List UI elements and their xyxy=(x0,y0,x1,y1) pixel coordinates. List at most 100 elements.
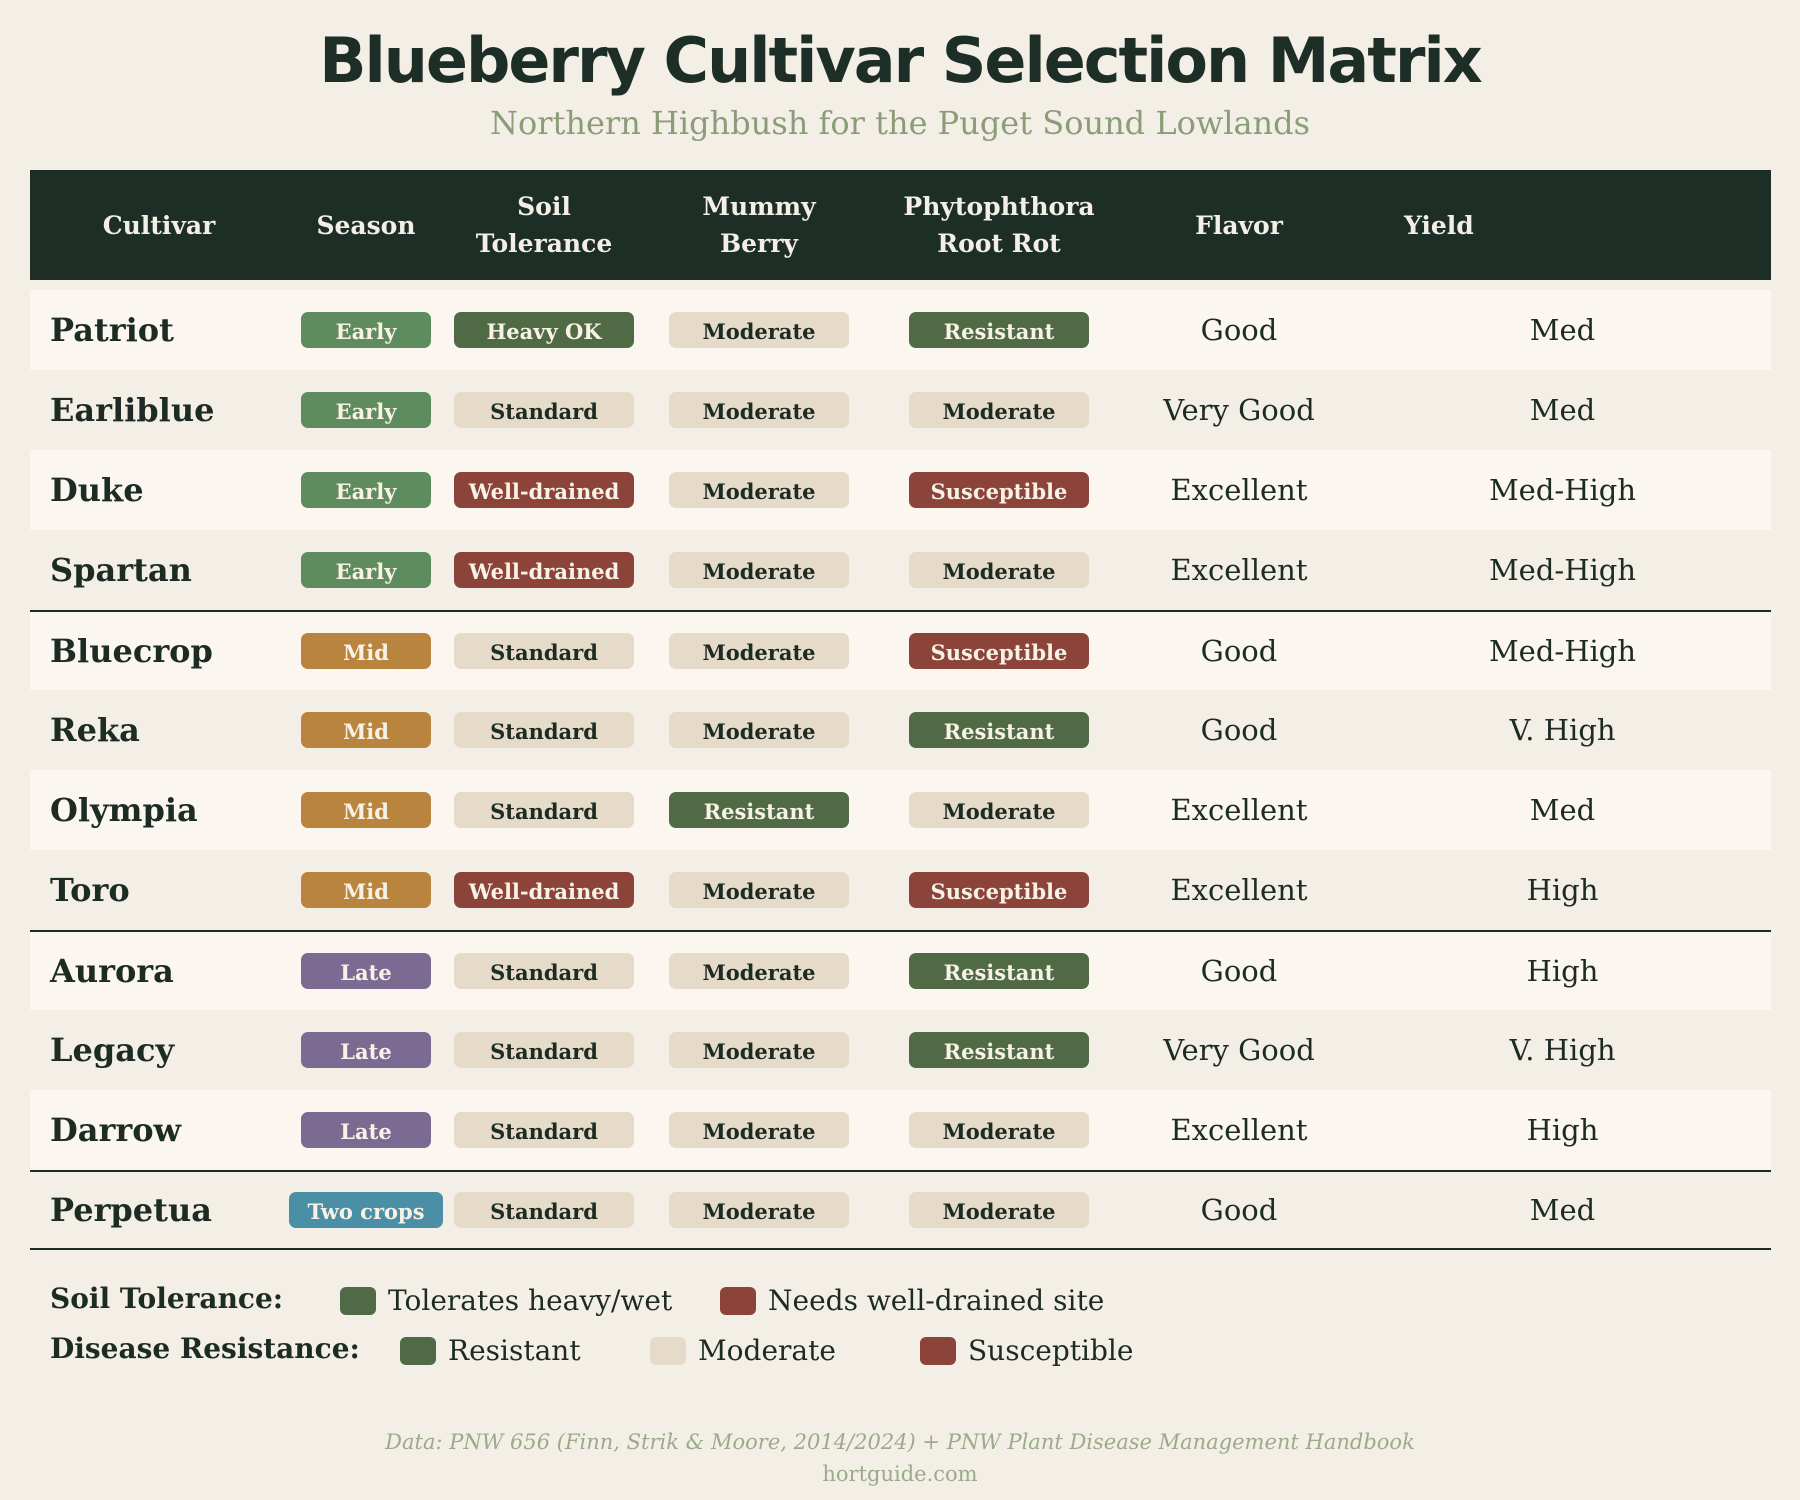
soil-badge: Heavy OK xyxy=(454,312,634,348)
mummy-berry-badge: Moderate xyxy=(669,1192,849,1228)
mummy-berry-cell: Moderate xyxy=(644,633,874,669)
cultivar-name: Perpetua xyxy=(50,1191,212,1229)
season-cell: Mid xyxy=(288,792,444,828)
yield-cell: Med xyxy=(1529,793,1596,827)
table-row: Darrow Late Standard Moderate Moderate Excell… xyxy=(30,1090,1771,1170)
root-rot-cell: Susceptible xyxy=(874,633,1124,669)
season-cell: Mid xyxy=(288,712,444,748)
season-cell: Early xyxy=(288,392,444,428)
col-header-soil-tolerance: Soil Tolerance xyxy=(475,192,613,258)
flavor-cell: Excellent xyxy=(1170,1113,1308,1147)
mummy-berry-badge: Moderate xyxy=(669,1032,849,1068)
soil-cell: Standard xyxy=(444,953,644,989)
flavor-cell: Good xyxy=(1200,1193,1278,1227)
mummy-berry-badge: Moderate xyxy=(669,472,849,508)
root-rot-cell: Moderate xyxy=(874,1192,1124,1228)
table-row: Aurora Late Standard Moderate Resistant Good H… xyxy=(30,930,1771,1010)
season-badge: Mid xyxy=(301,872,431,908)
table-row: Earliblue Early Standard Moderate Moderate Ve… xyxy=(30,370,1771,450)
cultivar-name: Duke xyxy=(50,471,144,509)
season-cell: Late xyxy=(288,1032,444,1068)
mummy-berry-cell: Moderate xyxy=(644,1032,874,1068)
root-rot-badge: Moderate xyxy=(909,552,1089,588)
mummy-berry-cell: Moderate xyxy=(644,552,874,588)
flavor-cell: Good xyxy=(1200,634,1278,668)
col-header-cultivar: Cultivar xyxy=(102,210,216,240)
legend-soil-label: Soil Tolerance: xyxy=(50,1282,284,1315)
mummy-berry-cell: Moderate xyxy=(644,872,874,908)
yield-cell: High xyxy=(1526,1113,1599,1147)
mummy-berry-cell: Moderate xyxy=(644,953,874,989)
yield-cell: High xyxy=(1526,873,1599,907)
table-row: Spartan Early Well-drained Moderate Moderate… xyxy=(30,530,1771,610)
soil-badge: Well-drained xyxy=(454,472,634,508)
season-badge: Early xyxy=(301,552,431,588)
soil-cell: Standard xyxy=(444,633,644,669)
mummy-berry-badge: Moderate xyxy=(669,1112,849,1148)
legend-moderate: Moderate xyxy=(650,1334,836,1367)
swatch-heavy xyxy=(340,1286,376,1315)
legend-heavy: Tolerates heavy/wet xyxy=(340,1284,672,1317)
table-header: Cultivar Season Soil Tolerance Mummy Berry… xyxy=(30,170,1771,280)
soil-badge: Standard xyxy=(454,1192,634,1228)
flavor-cell: Good xyxy=(1200,313,1278,347)
mummy-berry-cell: Moderate xyxy=(644,392,874,428)
mummy-berry-badge: Moderate xyxy=(669,633,849,669)
soil-badge: Well-drained xyxy=(454,872,634,908)
season-badge: Late xyxy=(301,953,431,989)
soil-cell: Standard xyxy=(444,712,644,748)
soil-cell: Well-drained xyxy=(444,472,644,508)
table-row: Legacy Late Standard Moderate Resistant Very … xyxy=(30,1010,1771,1090)
season-badge: Two crops xyxy=(289,1192,443,1228)
footer-source: Data: PNW 656 (Finn, Strik & Moore, 2014… xyxy=(385,1430,1415,1454)
soil-cell: Heavy OK xyxy=(444,312,644,348)
mummy-berry-cell: Resistant xyxy=(644,792,874,828)
season-cell: Early xyxy=(288,312,444,348)
root-rot-cell: Resistant xyxy=(874,712,1124,748)
mummy-berry-badge: Moderate xyxy=(669,392,849,428)
legend-disease-label: Disease Resistance: xyxy=(50,1332,360,1365)
flavor-cell: Excellent xyxy=(1170,873,1308,907)
cultivar-name: Spartan xyxy=(50,551,192,589)
legend-soil: Soil Tolerance: xyxy=(50,1282,283,1315)
col-header-mummy-berry: Mummy Berry xyxy=(702,192,816,258)
soil-cell: Standard xyxy=(444,392,644,428)
soil-badge: Well-drained xyxy=(454,552,634,588)
root-rot-badge: Resistant xyxy=(909,312,1089,348)
season-cell: Late xyxy=(288,1112,444,1148)
soil-cell: Well-drained xyxy=(444,552,644,588)
soil-badge: Standard xyxy=(454,712,634,748)
season-badge: Early xyxy=(301,312,431,348)
col-header-root-rot: Phytophthora Root Rot xyxy=(903,192,1095,258)
col-header-yield: Yield xyxy=(1404,210,1474,240)
page-title: Blueberry Cultivar Selection Matrix xyxy=(319,24,1482,97)
mummy-berry-badge: Resistant xyxy=(669,792,849,828)
yield-cell: Med-High xyxy=(1488,473,1637,507)
mummy-berry-cell: Moderate xyxy=(644,312,874,348)
root-rot-badge: Resistant xyxy=(909,953,1089,989)
soil-badge: Standard xyxy=(454,392,634,428)
table-body: Patriot Early Heavy OK Moderate Resistant Goo… xyxy=(30,290,1771,1250)
root-rot-badge: Susceptible xyxy=(909,872,1089,908)
season-cell: Late xyxy=(288,953,444,989)
table-row: Patriot Early Heavy OK Moderate Resistant Goo… xyxy=(30,290,1771,370)
soil-badge: Standard xyxy=(454,953,634,989)
mummy-berry-cell: Moderate xyxy=(644,472,874,508)
root-rot-cell: Resistant xyxy=(874,953,1124,989)
season-badge: Mid xyxy=(301,792,431,828)
page-subtitle: Northern Highbush for the Puget Sound Lo… xyxy=(489,104,1311,142)
flavor-cell: Excellent xyxy=(1170,473,1308,507)
col-header-flavor: Flavor xyxy=(1195,210,1283,240)
root-rot-badge: Moderate xyxy=(909,1192,1089,1228)
cultivar-name: Legacy xyxy=(50,1031,175,1069)
swatch-well-drained xyxy=(720,1286,756,1315)
table-row: Toro Mid Well-drained Moderate Susceptible Ex… xyxy=(30,850,1771,930)
cultivar-name: Darrow xyxy=(50,1111,182,1149)
flavor-cell: Excellent xyxy=(1170,793,1308,827)
cultivar-table: Cultivar Season Soil Tolerance Mummy Berry… xyxy=(30,170,1771,1250)
season-badge: Mid xyxy=(301,712,431,748)
root-rot-cell: Susceptible xyxy=(874,472,1124,508)
legend-susceptible: Susceptible xyxy=(920,1334,1133,1367)
season-badge: Mid xyxy=(301,633,431,669)
swatch-resistant xyxy=(400,1336,436,1365)
